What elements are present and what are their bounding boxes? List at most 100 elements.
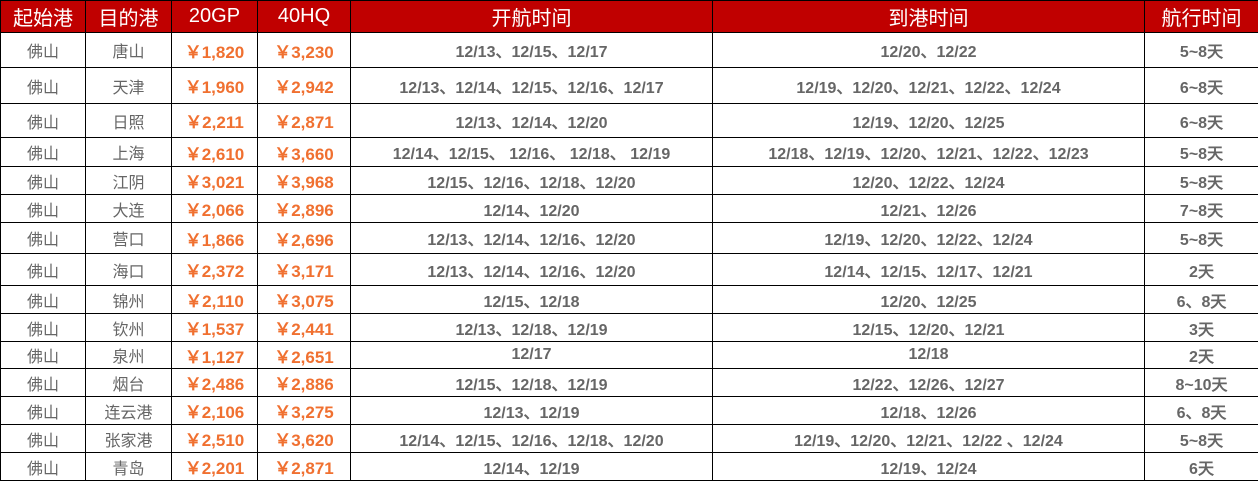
cell-price-40hq: ￥2,896: [258, 195, 351, 223]
cell-transit-time: 5~8天: [1145, 33, 1258, 68]
cell-departure-dates: 12/15、12/16、12/18、12/20: [351, 167, 713, 195]
cell-origin-port: 佛山: [1, 138, 86, 167]
cell-departure-dates: 12/14、12/19: [351, 453, 713, 481]
cell-price-40hq: ￥2,441: [258, 314, 351, 342]
cell-departure-dates: 12/13、12/19: [351, 397, 713, 425]
cell-departure-dates: 12/13、12/14、12/16、12/20: [351, 254, 713, 286]
cell-arrival-dates: 12/19、12/20、12/25: [713, 104, 1145, 138]
cell-transit-time: 6天: [1145, 453, 1258, 481]
cell-transit-time: 3天: [1145, 314, 1258, 342]
cell-price-40hq: ￥3,275: [258, 397, 351, 425]
cell-price-20gp: ￥1,960: [172, 68, 258, 104]
cell-origin-port: 佛山: [1, 195, 86, 223]
cell-arrival-dates: 12/18、12/19、12/20、12/21、12/22、12/23: [713, 138, 1145, 167]
cell-destination-port: 大连: [86, 195, 172, 223]
cell-origin-port: 佛山: [1, 425, 86, 453]
cell-destination-port: 营口: [86, 223, 172, 254]
cell-destination-port: 锦州: [86, 286, 172, 314]
cell-destination-port: 唐山: [86, 33, 172, 68]
cell-departure-dates: 12/14、12/15、 12/16、 12/18、 12/19: [351, 138, 713, 167]
cell-price-40hq: ￥2,871: [258, 104, 351, 138]
cell-price-40hq: ￥3,230: [258, 33, 351, 68]
cell-departure-dates: 12/13、12/14、12/15、12/16、12/17: [351, 68, 713, 104]
cell-destination-port: 天津: [86, 68, 172, 104]
cell-price-20gp: ￥2,486: [172, 369, 258, 397]
cell-price-20gp: ￥3,021: [172, 167, 258, 195]
cell-departure-dates: 12/13、12/14、12/20: [351, 104, 713, 138]
cell-departure-dates: 12/17: [351, 342, 713, 369]
cell-arrival-dates: 12/20、12/22: [713, 33, 1145, 68]
cell-price-20gp: ￥1,820: [172, 33, 258, 68]
cell-destination-port: 海口: [86, 254, 172, 286]
cell-arrival-dates: 12/19、12/20、12/21、12/22 、12/24: [713, 425, 1145, 453]
cell-origin-port: 佛山: [1, 286, 86, 314]
cell-destination-port: 江阴: [86, 167, 172, 195]
cell-price-20gp: ￥1,127: [172, 342, 258, 369]
cell-origin-port: 佛山: [1, 453, 86, 481]
header-departure-dates: 开航时间: [351, 1, 713, 33]
cell-arrival-dates: 12/19、12/20、12/22、12/24: [713, 223, 1145, 254]
cell-price-20gp: ￥2,106: [172, 397, 258, 425]
cell-transit-time: 6、8天: [1145, 397, 1258, 425]
header-price-40hq: 40HQ: [258, 1, 351, 33]
cell-price-40hq: ￥3,660: [258, 138, 351, 167]
cell-arrival-dates: 12/21、12/26: [713, 195, 1145, 223]
cell-price-40hq: ￥3,620: [258, 425, 351, 453]
cell-arrival-dates: 12/20、12/25: [713, 286, 1145, 314]
cell-price-20gp: ￥2,610: [172, 138, 258, 167]
cell-arrival-dates: 12/20、12/22、12/24: [713, 167, 1145, 195]
cell-origin-port: 佛山: [1, 104, 86, 138]
cell-arrival-dates: 12/18: [713, 342, 1145, 369]
cell-price-40hq: ￥3,075: [258, 286, 351, 314]
cell-arrival-dates: 12/18、12/26: [713, 397, 1145, 425]
cell-departure-dates: 12/14、12/20: [351, 195, 713, 223]
header-transit-time: 航行时间: [1145, 1, 1258, 33]
cell-origin-port: 佛山: [1, 342, 86, 369]
cell-arrival-dates: 12/22、12/26、12/27: [713, 369, 1145, 397]
cell-origin-port: 佛山: [1, 314, 86, 342]
cell-price-40hq: ￥2,651: [258, 342, 351, 369]
cell-departure-dates: 12/13、12/18、12/19: [351, 314, 713, 342]
cell-arrival-dates: 12/14、12/15、12/17、12/21: [713, 254, 1145, 286]
header-price-20gp: 20GP: [172, 1, 258, 33]
header-origin-port: 起始港: [1, 1, 86, 33]
header-destination-port: 目的港: [86, 1, 172, 33]
cell-transit-time: 6~8天: [1145, 68, 1258, 104]
cell-departure-dates: 12/15、12/18、12/19: [351, 369, 713, 397]
cell-price-40hq: ￥3,171: [258, 254, 351, 286]
cell-price-20gp: ￥2,201: [172, 453, 258, 481]
cell-origin-port: 佛山: [1, 223, 86, 254]
cell-transit-time: 2天: [1145, 342, 1258, 369]
cell-price-40hq: ￥2,886: [258, 369, 351, 397]
cell-price-40hq: ￥2,871: [258, 453, 351, 481]
cell-destination-port: 烟台: [86, 369, 172, 397]
cell-departure-dates: 12/15、12/18: [351, 286, 713, 314]
cell-price-40hq: ￥2,696: [258, 223, 351, 254]
cell-price-20gp: ￥1,537: [172, 314, 258, 342]
cell-transit-time: 5~8天: [1145, 167, 1258, 195]
cell-price-20gp: ￥2,510: [172, 425, 258, 453]
cell-transit-time: 8~10天: [1145, 369, 1258, 397]
cell-transit-time: 6、8天: [1145, 286, 1258, 314]
cell-price-40hq: ￥2,942: [258, 68, 351, 104]
cell-arrival-dates: 12/19、12/20、12/21、12/22、12/24: [713, 68, 1145, 104]
cell-departure-dates: 12/13、12/15、12/17: [351, 33, 713, 68]
cell-destination-port: 青岛: [86, 453, 172, 481]
cell-origin-port: 佛山: [1, 397, 86, 425]
cell-transit-time: 5~8天: [1145, 223, 1258, 254]
